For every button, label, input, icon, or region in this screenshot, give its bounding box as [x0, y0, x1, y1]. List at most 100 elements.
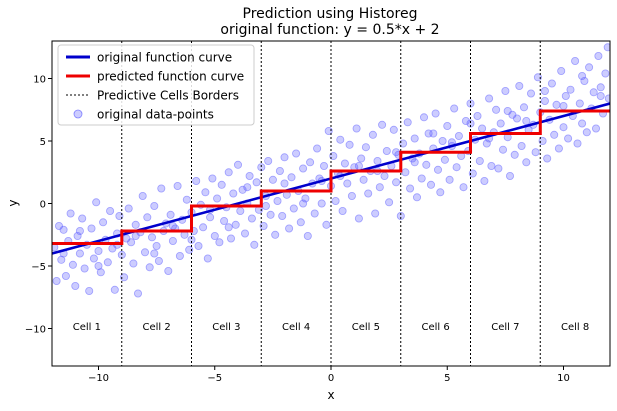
data-point: [150, 201, 159, 210]
data-point: [340, 159, 349, 168]
data-point: [201, 188, 210, 197]
data-point: [66, 209, 75, 218]
data-point: [596, 83, 605, 92]
data-point: [110, 285, 119, 294]
data-point: [513, 114, 522, 123]
x-tick-label: −5: [207, 373, 222, 384]
data-point: [240, 229, 249, 238]
data-point: [561, 92, 570, 101]
data-point: [403, 118, 412, 127]
data-point: [426, 180, 435, 189]
data-point: [80, 264, 89, 273]
data-point: [94, 246, 103, 255]
data-point: [138, 191, 147, 200]
data-point: [592, 124, 601, 133]
data-point: [103, 258, 112, 267]
x-tick-label: 0: [328, 373, 334, 384]
legend-box: [57, 44, 255, 126]
data-point: [533, 73, 542, 82]
data-point: [238, 185, 247, 194]
data-point: [543, 154, 552, 163]
data-point: [466, 119, 475, 128]
data-point: [371, 209, 380, 218]
data-point: [147, 233, 156, 242]
data-point: [461, 117, 470, 126]
data-point: [540, 97, 549, 106]
data-point: [120, 273, 129, 282]
y-tick-label: 5: [40, 137, 46, 148]
data-point: [280, 153, 289, 162]
data-point: [259, 221, 268, 230]
data-point: [52, 276, 61, 285]
data-point: [145, 263, 154, 272]
data-point: [450, 104, 459, 113]
data-point: [485, 94, 494, 103]
data-point: [501, 87, 510, 96]
data-point: [173, 181, 182, 190]
data-point: [299, 164, 308, 173]
data-point: [85, 286, 94, 295]
data-point: [89, 254, 98, 263]
data-point: [578, 72, 587, 81]
data-point: [604, 94, 610, 103]
data-point: [192, 176, 201, 185]
data-point: [182, 195, 191, 204]
data-point: [559, 102, 568, 111]
data-point: [94, 261, 103, 270]
data-point: [480, 176, 489, 185]
legend: original function curve predicted functio…: [57, 44, 255, 126]
data-point: [226, 234, 235, 243]
data-point: [99, 218, 108, 227]
data-point: [236, 206, 245, 215]
data-point: [261, 201, 270, 210]
data-point: [389, 125, 398, 134]
data-point: [336, 135, 345, 144]
data-point: [352, 124, 361, 133]
x-axis-label: x: [327, 388, 334, 402]
data-point: [243, 183, 252, 192]
data-point: [419, 113, 428, 122]
data-point: [454, 131, 463, 140]
legend-swatch-marker: [73, 109, 83, 119]
data-point: [306, 158, 315, 167]
data-point: [520, 103, 529, 112]
data-point: [233, 160, 242, 169]
data-point: [245, 171, 254, 180]
data-point: [594, 52, 603, 61]
cell-label: Cell 4: [282, 322, 310, 333]
data-point: [210, 231, 219, 240]
y-axis-label: y: [6, 199, 20, 206]
cell-label: Cell 3: [212, 322, 240, 333]
data-point: [71, 281, 80, 290]
data-point: [412, 193, 421, 202]
data-point: [445, 175, 454, 184]
data-point: [452, 163, 461, 172]
data-point: [538, 136, 547, 145]
data-point: [505, 171, 514, 180]
data-point: [517, 141, 526, 150]
data-point: [285, 224, 294, 233]
data-point: [527, 89, 536, 98]
data-point: [436, 188, 445, 197]
data-point: [168, 221, 177, 230]
data-point: [468, 169, 477, 178]
data-point: [433, 165, 442, 174]
cell-label: Cell 2: [143, 322, 171, 333]
data-point: [247, 214, 256, 223]
data-point: [87, 224, 96, 233]
data-point: [364, 189, 373, 198]
data-point: [573, 139, 582, 148]
data-point: [443, 122, 452, 131]
data-point: [287, 173, 296, 182]
data-point: [557, 67, 566, 76]
data-point: [164, 266, 173, 275]
legend-label: predicted function curve: [97, 70, 244, 84]
data-point: [199, 223, 208, 232]
data-point: [475, 156, 484, 165]
data-point: [331, 196, 340, 205]
data-point: [473, 112, 482, 121]
data-point: [59, 225, 68, 234]
data-point: [208, 174, 217, 183]
data-point: [478, 124, 487, 133]
